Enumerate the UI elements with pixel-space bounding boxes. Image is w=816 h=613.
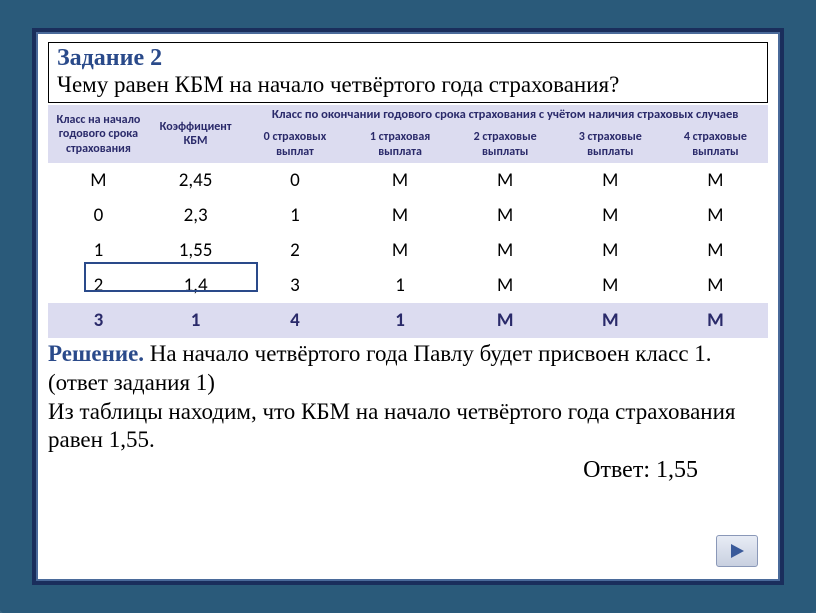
table-cell: 2,3	[149, 198, 243, 233]
sub-header-0: 0 страховых выплат	[242, 126, 347, 163]
table-cell: М	[663, 268, 768, 303]
table-cell: 2,45	[149, 163, 243, 198]
table-cell: 3	[242, 268, 347, 303]
table-cell: М	[558, 198, 663, 233]
sub-header-2: 2 страховые выплаты	[453, 126, 558, 163]
table-cell: 0	[242, 163, 347, 198]
col-header-class-start: Класс на начало годового срока страхован…	[48, 105, 149, 163]
sub-header-3: 3 страховые выплаты	[558, 126, 663, 163]
table-cell: М	[558, 268, 663, 303]
col-header-span: Класс по окончании годового срока страхо…	[242, 105, 768, 126]
solution-text: Решение. На начало четвёртого года Павлу…	[48, 340, 768, 455]
next-button[interactable]	[716, 535, 758, 567]
table-cell: М	[663, 163, 768, 198]
solution-p2: Из таблицы находим, что КБМ на начало че…	[48, 398, 768, 456]
task-box: Задание 2 Чему равен КБМ на начало четвё…	[48, 42, 768, 103]
table-cell: 0	[48, 198, 149, 233]
table-cell: М	[663, 233, 768, 268]
table-cell: 4	[242, 303, 347, 338]
table-row: 11,552ММММ	[48, 233, 768, 268]
table-row: М2,450ММММ	[48, 163, 768, 198]
solution-p1: На начало четвёртого года Павлу будет пр…	[48, 341, 712, 395]
play-icon	[728, 542, 746, 560]
table-cell: 1,4	[149, 268, 243, 303]
answer-text: Ответ: 1,55	[48, 457, 768, 484]
table-cell: М	[453, 233, 558, 268]
table-cell: М	[48, 163, 149, 198]
table-cell: М	[663, 198, 768, 233]
table-cell: М	[453, 268, 558, 303]
table-cell: 1	[348, 303, 453, 338]
task-question: Чему равен КБМ на начало четвёртого года…	[57, 72, 759, 98]
table-row: 3141МММ	[48, 303, 768, 338]
table-cell: 2	[242, 233, 347, 268]
solution-lead: Решение.	[48, 341, 144, 366]
sub-header-1: 1 страховая выплата	[348, 126, 453, 163]
table-cell: 1	[242, 198, 347, 233]
table-cell: М	[348, 198, 453, 233]
table-row: 21,431МММ	[48, 268, 768, 303]
table-cell: 1	[48, 233, 149, 268]
slide-frame: Задание 2 Чему равен КБМ на начало четвё…	[32, 28, 784, 585]
table-cell: М	[453, 303, 558, 338]
table-cell: 3	[48, 303, 149, 338]
table-cell: М	[558, 303, 663, 338]
table-cell: М	[558, 233, 663, 268]
table-cell: 1	[149, 303, 243, 338]
table-cell: 1,55	[149, 233, 243, 268]
table-cell: М	[348, 163, 453, 198]
table-cell: М	[348, 233, 453, 268]
table-cell: М	[453, 198, 558, 233]
table-row: 02,31ММММ	[48, 198, 768, 233]
table-cell: М	[663, 303, 768, 338]
table-cell: М	[558, 163, 663, 198]
table-cell: 1	[348, 268, 453, 303]
table-cell: М	[453, 163, 558, 198]
col-header-kbm: Коэффициент КБМ	[149, 105, 243, 163]
kbm-table: Класс на начало годового срока страхован…	[48, 105, 768, 338]
table-cell: 2	[48, 268, 149, 303]
task-title: Задание 2	[57, 45, 759, 72]
sub-header-4: 4 страховые выплаты	[663, 126, 768, 163]
